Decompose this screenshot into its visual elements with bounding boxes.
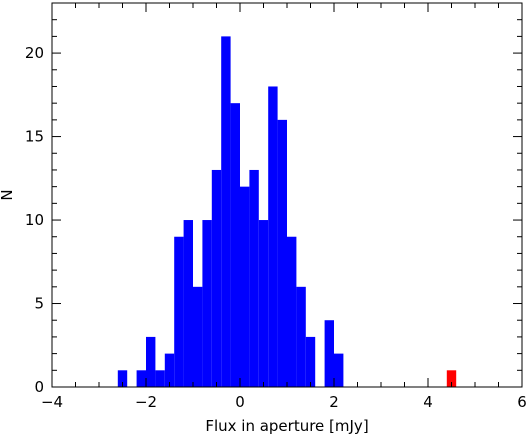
histogram-bar xyxy=(211,169,222,387)
y-tick-label: 0 xyxy=(34,378,44,396)
histogram-bar xyxy=(324,320,334,387)
x-tick-label: 0 xyxy=(235,393,245,411)
histogram-bar xyxy=(240,186,250,387)
histogram-bar xyxy=(146,336,156,387)
histogram-bar xyxy=(334,353,344,387)
histogram-bar xyxy=(117,370,128,387)
y-tick-label: 20 xyxy=(25,44,44,62)
x-tick-label: 2 xyxy=(329,393,339,411)
axis-tick-labels: −4 −2 0 2 4 6 0 5 10 15 20 xyxy=(25,44,527,411)
histogram-bar xyxy=(249,169,259,387)
x-tick-label: 6 xyxy=(517,393,527,411)
histogram-bar xyxy=(446,370,457,387)
histogram-bar xyxy=(202,220,212,387)
y-tick-label: 10 xyxy=(25,211,44,229)
histogram-bar xyxy=(183,220,193,387)
histogram-bar xyxy=(164,353,175,387)
histogram-bar xyxy=(258,220,269,387)
x-tick-label: −4 xyxy=(41,393,63,411)
histogram-bar xyxy=(221,36,231,388)
histogram-bar xyxy=(296,286,306,387)
histogram-bar xyxy=(136,370,146,387)
y-tick-label: 5 xyxy=(34,295,44,313)
histogram-bar xyxy=(305,336,316,387)
histogram-bars xyxy=(117,36,457,388)
histogram-bar xyxy=(268,86,278,387)
histogram-bar xyxy=(277,119,287,387)
histogram-bar xyxy=(230,103,240,387)
y-axis-label: N xyxy=(0,189,16,200)
x-tick-label: 4 xyxy=(423,393,433,411)
axis-ticks xyxy=(51,2,523,388)
x-axis-label: Flux in aperture [mJy] xyxy=(205,417,368,435)
histogram-bar xyxy=(287,236,297,387)
histogram-bar xyxy=(155,370,165,387)
x-tick-label: −2 xyxy=(135,393,157,411)
y-tick-label: 15 xyxy=(25,128,44,146)
histogram-bar xyxy=(193,286,203,387)
histogram-bar xyxy=(174,236,184,387)
